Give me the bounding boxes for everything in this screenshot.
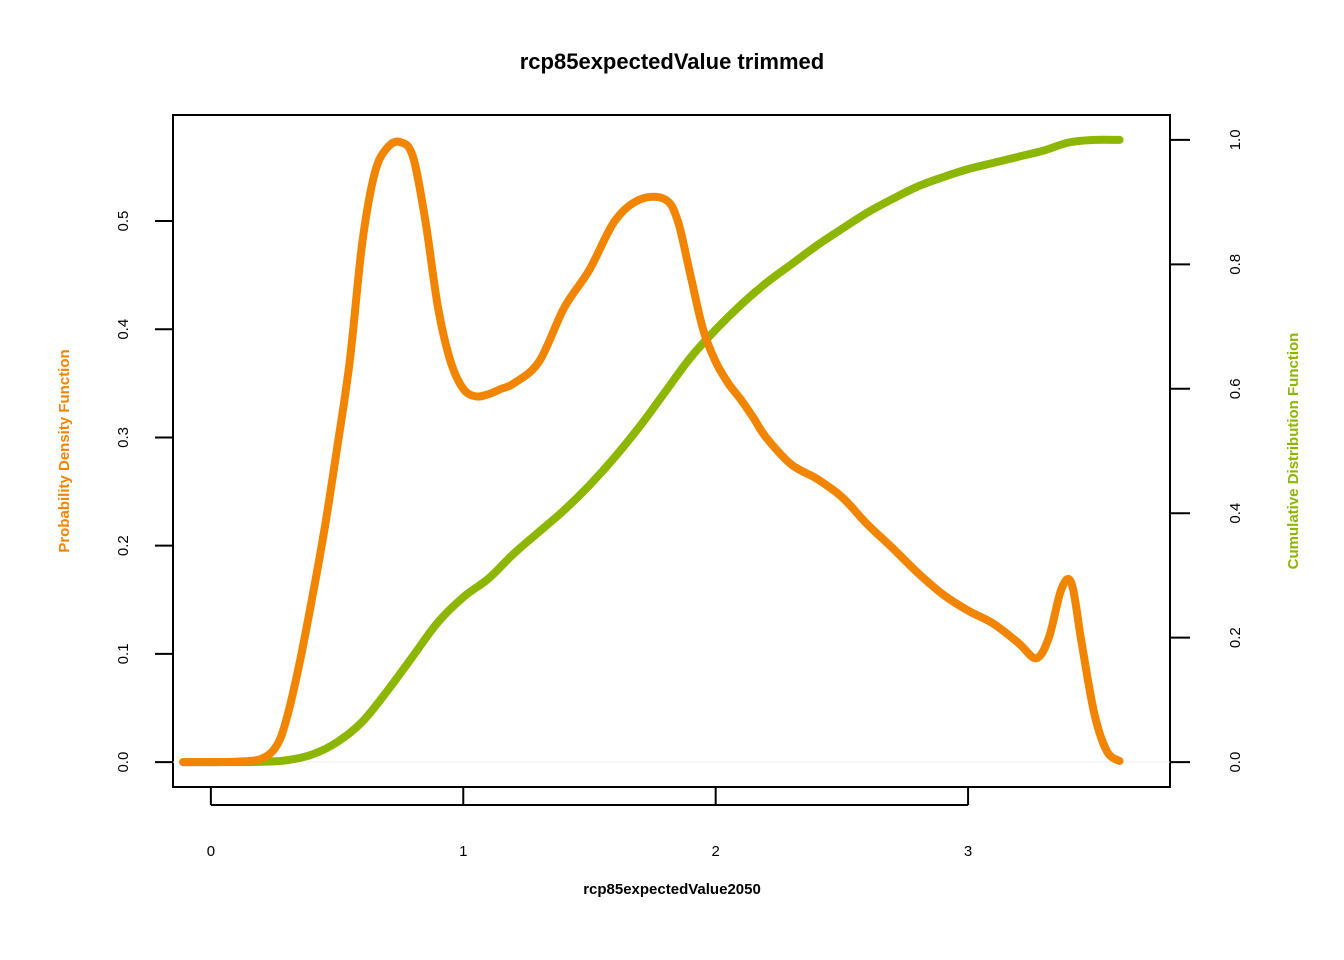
y-left-tick-label: 0.1 bbox=[115, 643, 132, 664]
x-tick-label: 1 bbox=[459, 843, 467, 860]
y-right-tick-label: 0.8 bbox=[1227, 254, 1244, 275]
x-axis: 0 1 2 3 bbox=[207, 787, 972, 860]
y-axis-right: 0.0 0.2 0.4 0.6 0.8 1.0 bbox=[1169, 129, 1244, 773]
y-right-tick-label: 0.4 bbox=[1227, 503, 1244, 524]
x-tick-label: 2 bbox=[711, 843, 719, 860]
y-left-tick-label: 0.3 bbox=[115, 427, 132, 448]
plot-frame bbox=[172, 114, 1171, 788]
y-right-tick-label: 1.0 bbox=[1227, 129, 1244, 150]
series-layer bbox=[173, 135, 1170, 767]
y-left-tick-label: 0.2 bbox=[115, 535, 132, 556]
x-tick-label: 3 bbox=[964, 843, 972, 860]
y-axis-label-left: Probability Density Function bbox=[56, 349, 73, 552]
cdf-line bbox=[179, 135, 1124, 767]
pdf-line bbox=[179, 137, 1124, 767]
y-right-tick-label: 0.6 bbox=[1227, 378, 1244, 399]
y-right-tick-label: 0.0 bbox=[1227, 752, 1244, 773]
x-tick-label: 0 bbox=[207, 843, 215, 860]
y-axis-left: 0.0 0.1 0.2 0.3 0.4 0.5 bbox=[115, 211, 174, 773]
y-right-tick-label: 0.2 bbox=[1227, 627, 1244, 648]
y-left-tick-label: 0.4 bbox=[115, 319, 132, 340]
y-left-tick-label: 0.5 bbox=[115, 211, 132, 232]
y-left-tick-label: 0.0 bbox=[115, 752, 132, 773]
x-axis-label: rcp85expectedValue2050 bbox=[583, 881, 761, 898]
y-axis-label-right: Cumulative Distribution Function bbox=[1285, 333, 1302, 570]
chart-title: rcp85expectedValue trimmed bbox=[520, 49, 824, 74]
